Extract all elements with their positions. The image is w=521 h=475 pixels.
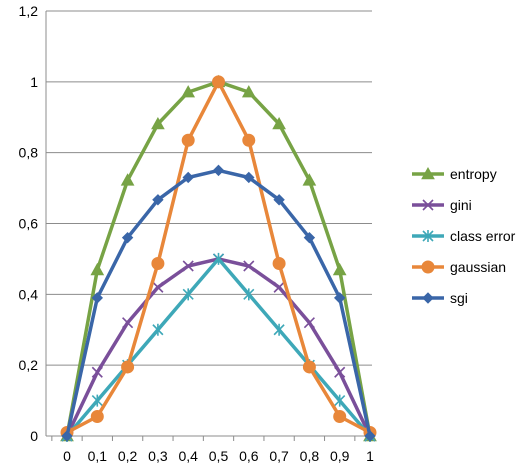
legend-marker <box>421 166 435 180</box>
data-point <box>90 410 104 424</box>
data-point <box>364 430 376 442</box>
data-point <box>302 173 317 186</box>
axis-layer: 0 0,2 0,4 0,6 0,8 1 1,2 0 0,1 0,2 0,3 0,4 0,5 0,6 0,7 0… <box>19 3 375 464</box>
data-point <box>152 323 164 336</box>
legend-marker <box>422 199 434 211</box>
legend-item: class error <box>412 228 516 244</box>
legend-item: sgi <box>412 290 468 306</box>
x-tick-label: 0,6 <box>239 448 259 464</box>
x-tick-label: 0,3 <box>148 448 168 464</box>
x-tick-label: 0 <box>63 448 71 464</box>
series-line <box>65 168 372 437</box>
series-gini <box>61 253 376 442</box>
data-point <box>212 164 225 177</box>
data-point <box>241 85 256 98</box>
data-point <box>333 410 347 424</box>
legend-item: gini <box>412 197 472 213</box>
data-point <box>302 360 316 374</box>
legend-label: entropy <box>450 166 497 182</box>
data-point <box>334 394 346 407</box>
data-point <box>182 288 194 301</box>
data-point <box>181 133 195 147</box>
legend-item: entropy <box>412 166 497 182</box>
series-class-error <box>61 252 376 442</box>
data-point <box>272 116 286 130</box>
legend-marker <box>421 260 435 274</box>
data-point <box>273 281 285 293</box>
series-line <box>65 257 372 437</box>
legend-label: gaussian <box>450 259 506 275</box>
data-point <box>181 85 196 98</box>
legend-marker <box>422 292 434 304</box>
legend: entropy gini class error gaussian sgi <box>412 166 516 306</box>
data-point <box>151 257 165 271</box>
data-point <box>273 194 285 206</box>
data-point <box>91 292 104 304</box>
x-tick-label: 0,4 <box>178 448 198 464</box>
legend-label: gini <box>450 197 472 213</box>
data-point <box>243 260 255 272</box>
data-point <box>90 262 105 276</box>
data-point <box>332 262 347 276</box>
data-point <box>272 257 286 271</box>
y-tick-label: 1,2 <box>19 3 39 19</box>
data-point <box>303 231 316 244</box>
data-point <box>333 292 346 304</box>
legend-label: class error <box>450 228 516 244</box>
y-tick-label: 0,4 <box>19 286 39 302</box>
data-point <box>182 260 194 272</box>
data-point <box>121 360 135 374</box>
data-point <box>212 75 225 89</box>
series-layer <box>60 74 377 442</box>
y-tick-label: 0,2 <box>19 357 39 373</box>
data-point <box>212 252 225 265</box>
x-tick-label: 0,2 <box>118 448 138 464</box>
data-point <box>152 281 164 293</box>
series-sgi <box>61 164 376 442</box>
data-point <box>243 288 255 301</box>
data-point <box>242 133 256 147</box>
x-tick-label: 0,1 <box>88 448 108 464</box>
data-point <box>303 317 315 329</box>
x-tick-label: 0,7 <box>269 448 289 464</box>
x-tick-label: 1 <box>366 448 374 464</box>
data-point <box>120 173 135 186</box>
data-point <box>334 366 346 378</box>
data-point <box>61 430 73 442</box>
legend-label: sgi <box>450 290 468 306</box>
data-point <box>121 231 134 244</box>
x-tick-label: 0,9 <box>330 448 350 464</box>
legend-marker <box>422 230 434 242</box>
x-tick-label: 0,8 <box>300 448 320 464</box>
data-point <box>243 171 255 184</box>
y-tick-label: 0,8 <box>19 145 39 161</box>
data-point <box>182 171 194 184</box>
data-point <box>122 317 134 329</box>
y-tick-label: 1 <box>30 74 38 90</box>
data-point <box>151 116 165 130</box>
data-point <box>91 394 103 407</box>
data-point <box>152 194 164 206</box>
data-point <box>273 323 285 336</box>
x-tick-label: 0,5 <box>209 448 229 464</box>
legend-item: gaussian <box>412 259 506 275</box>
y-tick-label: 0,6 <box>19 216 39 232</box>
y-tick-label: 0 <box>30 428 38 444</box>
data-point <box>91 366 103 378</box>
